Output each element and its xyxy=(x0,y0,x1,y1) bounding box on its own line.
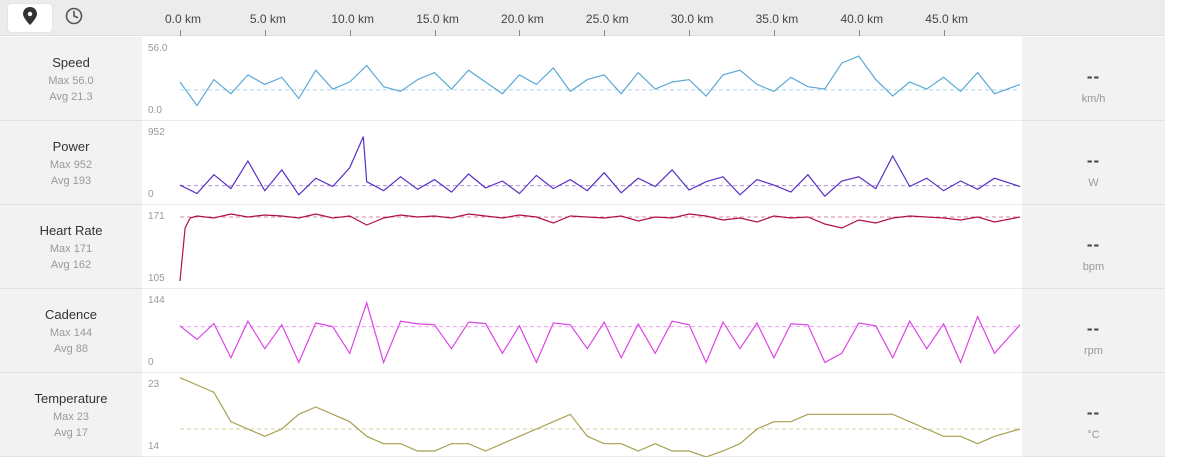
heart-rate-avg: Avg 162 xyxy=(50,259,92,271)
chart-row-speed: Speed Max 56.0 Avg 21.3 56.0 0.0 -- km/h xyxy=(0,37,1165,121)
speed-unit: km/h xyxy=(1081,93,1106,105)
speed-current-value: -- xyxy=(1086,67,1101,86)
speed-series-svg xyxy=(179,55,1021,107)
cadence-series-svg xyxy=(179,300,1021,365)
cadence-y-max-label: 144 xyxy=(148,295,165,306)
power-y-min-label: 0 xyxy=(148,189,154,200)
cadence-max: Max 144 xyxy=(49,327,93,339)
speed-max: Max 56.0 xyxy=(48,75,94,87)
x-tick-mark xyxy=(858,30,860,36)
power-avg: Avg 193 xyxy=(50,175,92,187)
cadence-avg: Avg 88 xyxy=(53,343,89,355)
chart-row-temperature: Temperature Max 23 Avg 17 23 14 -- °C xyxy=(0,373,1165,457)
heart-rate-y-max-label: 171 xyxy=(148,211,165,222)
speed-title: Speed xyxy=(52,55,90,70)
temperature-readout-panel: -- °C xyxy=(1022,373,1165,457)
temperature-unit: °C xyxy=(1087,429,1100,441)
x-tick-mark xyxy=(689,30,691,36)
power-plot[interactable]: 952 0 xyxy=(142,121,1022,205)
temperature-series-line xyxy=(179,377,1021,457)
map-pin-icon xyxy=(23,6,37,30)
power-y-max-label: 952 xyxy=(148,127,165,138)
cadence-y-min-label: 0 xyxy=(148,357,154,368)
temperature-avg: Avg 17 xyxy=(53,427,89,439)
x-tick-mark xyxy=(773,30,775,36)
x-tick-mark xyxy=(434,30,436,36)
power-max: Max 952 xyxy=(49,159,93,171)
x-tick-label: 40.0 km xyxy=(840,12,884,26)
chart-row-cadence: Cadence Max 144 Avg 88 144 0 -- rpm xyxy=(0,289,1165,373)
power-series-svg xyxy=(179,136,1021,198)
power-unit: W xyxy=(1088,177,1099,189)
x-tick-mark xyxy=(349,30,351,36)
heart-rate-plot[interactable]: 171 105 xyxy=(142,205,1022,289)
x-tick-label: 10.0 km xyxy=(331,12,375,26)
cadence-series-line xyxy=(179,300,1021,365)
temperature-y-min-label: 14 xyxy=(148,441,160,452)
x-tick-label: 5.0 km xyxy=(249,12,286,26)
heart-rate-series-svg xyxy=(179,213,1021,282)
x-tick-label: 35.0 km xyxy=(755,12,799,26)
speed-avg: Avg 21.3 xyxy=(49,91,93,103)
chart-row-heart-rate: Heart Rate Max 171 Avg 162 171 105 -- bpm xyxy=(0,205,1165,289)
power-label-panel: Power Max 952 Avg 193 xyxy=(0,121,142,205)
x-tick-mark xyxy=(519,30,521,36)
power-title: Power xyxy=(52,139,90,154)
x-tick-label: 20.0 km xyxy=(501,12,544,26)
heart-rate-readout-panel: -- bpm xyxy=(1022,205,1165,289)
cadence-label-panel: Cadence Max 144 Avg 88 xyxy=(0,289,142,373)
speed-label-panel: Speed Max 56.0 Avg 21.3 xyxy=(0,37,142,121)
speed-plot[interactable]: 56.0 0.0 xyxy=(142,37,1022,121)
power-current-value: -- xyxy=(1086,151,1101,170)
heart-rate-y-min-label: 105 xyxy=(148,273,165,284)
power-readout-panel: -- W xyxy=(1022,121,1165,205)
cadence-title: Cadence xyxy=(44,307,98,322)
x-tick-label: 15.0 km xyxy=(416,12,459,26)
heart-rate-label-panel: Heart Rate Max 171 Avg 162 xyxy=(0,205,142,289)
clock-icon xyxy=(65,7,83,30)
temperature-y-max-label: 23 xyxy=(148,379,160,390)
temperature-current-value: -- xyxy=(1086,403,1101,422)
top-bar: 0.0 km 5.0 km 10.0 km 15.0 km 20.0 km 25.0 km… xyxy=(0,0,1165,36)
temperature-series-svg xyxy=(179,377,1021,457)
temperature-title: Temperature xyxy=(34,391,108,406)
cadence-current-value: -- xyxy=(1086,319,1101,338)
speed-readout-panel: -- km/h xyxy=(1022,37,1165,121)
heart-rate-series-line xyxy=(179,213,1021,282)
heart-rate-title: Heart Rate xyxy=(39,223,103,238)
cadence-readout-panel: -- rpm xyxy=(1022,289,1165,373)
map-mode-button[interactable] xyxy=(8,4,52,32)
heart-rate-current-value: -- xyxy=(1086,235,1101,254)
x-tick-mark xyxy=(604,30,606,36)
x-tick-mark xyxy=(264,30,266,36)
x-tick-label: 25.0 km xyxy=(585,12,629,26)
distance-axis: 0.0 km 5.0 km 10.0 km 15.0 km 20.0 km 25.0 km… xyxy=(0,0,1165,36)
cadence-unit: rpm xyxy=(1084,345,1103,357)
x-tick-mark xyxy=(943,30,945,36)
cadence-plot[interactable]: 144 0 xyxy=(142,289,1022,373)
x-tick-label: 30.0 km xyxy=(670,12,714,26)
speed-y-max-label: 56.0 xyxy=(148,43,168,54)
speed-series-line xyxy=(179,55,1021,107)
x-tick-mark xyxy=(180,30,181,36)
temperature-plot[interactable]: 23 14 xyxy=(142,373,1022,457)
temperature-label-panel: Temperature Max 23 Avg 17 xyxy=(0,373,142,457)
x-tick-label: 45.0 km xyxy=(925,12,968,26)
time-mode-button[interactable] xyxy=(52,4,96,32)
heart-rate-max: Max 171 xyxy=(49,243,93,255)
heart-rate-unit: bpm xyxy=(1082,261,1105,273)
speed-y-min-label: 0.0 xyxy=(148,105,162,116)
x-tick-label: 0.0 km xyxy=(164,12,202,26)
chart-row-power: Power Max 952 Avg 193 952 0 -- W xyxy=(0,121,1165,205)
power-series-line xyxy=(179,136,1021,198)
temperature-max: Max 23 xyxy=(52,411,90,423)
